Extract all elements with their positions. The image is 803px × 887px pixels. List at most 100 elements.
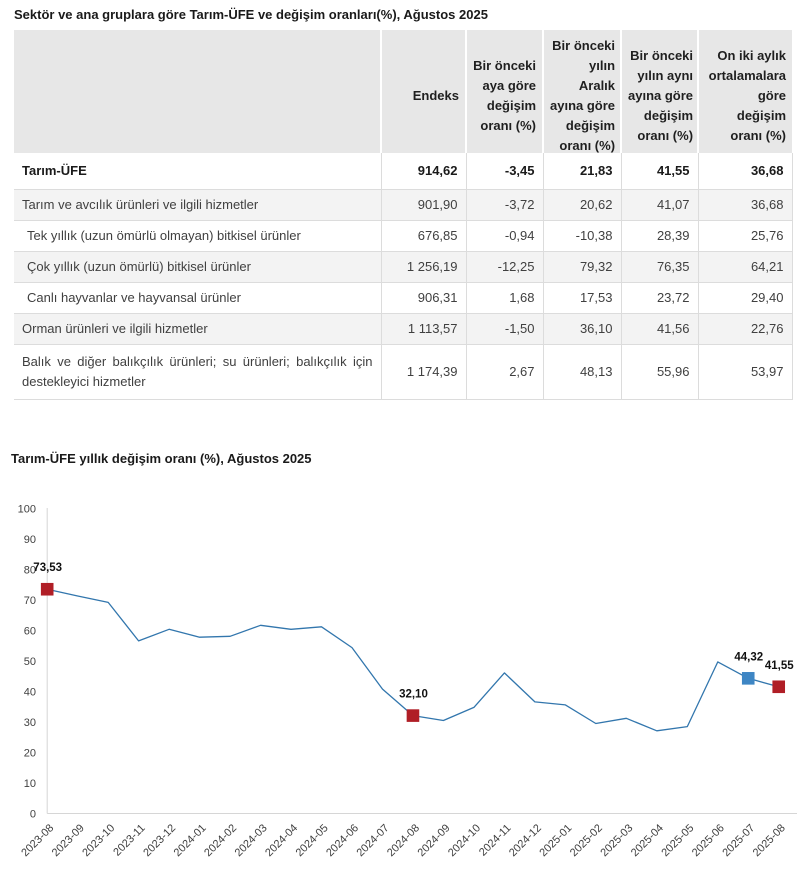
column-header-1: Endeks xyxy=(380,30,466,153)
x-tick-label: 2024-09 xyxy=(416,822,453,859)
row-value-4: 53,97 xyxy=(697,343,793,400)
row-value-2: 79,32 xyxy=(542,250,621,282)
table-row-6: Balık ve diğer balıkçılık ürünleri; su ü… xyxy=(14,343,793,400)
row-value-0: 1 113,57 xyxy=(380,312,466,344)
column-header-4: Bir önceki yılın aynı ayına göre değişim… xyxy=(620,30,698,153)
line-chart: 01020304050607080901002023-082023-092023… xyxy=(18,504,797,859)
marker-2023-08 xyxy=(40,582,54,596)
x-tick-label: 2025-03 xyxy=(598,822,635,859)
y-tick-label: 20 xyxy=(24,748,36,760)
x-tick-label: 2023-10 xyxy=(80,822,117,859)
row-value-2: 20,62 xyxy=(542,188,621,220)
x-tick-label: 2024-06 xyxy=(324,822,361,859)
column-header-text: Bir önceki yılın Aralık ayına göre değiş… xyxy=(550,37,616,153)
x-tick-label: 2024-12 xyxy=(507,822,544,859)
marker-2025-08 xyxy=(772,680,786,694)
table-row-3: Çok yıllık (uzun ömürlü) bitkisel ürünle… xyxy=(14,250,793,282)
x-tick-label: 2024-04 xyxy=(263,822,300,859)
y-tick-label: 80 xyxy=(24,565,36,577)
row-value-0: 906,31 xyxy=(380,281,466,313)
row-value-1: 1,68 xyxy=(465,281,543,313)
row-value-3: 41,56 xyxy=(620,312,698,344)
table-row-4: Canlı hayvanlar ve hayvansal ürünler 906,… xyxy=(14,281,793,313)
row-value-3: 55,96 xyxy=(620,343,698,400)
row-label: Çok yıllık (uzun ömürlü) bitkisel ürünle… xyxy=(14,250,381,282)
x-tick-label: 2025-08 xyxy=(751,822,788,859)
y-tick-label: 90 xyxy=(24,534,36,546)
row-value-3: 41,07 xyxy=(620,188,698,220)
column-header-5: On iki aylık ortalamalara göre değişim o… xyxy=(697,30,792,153)
row-value-2: 36,10 xyxy=(542,312,621,344)
x-tick-label: 2025-04 xyxy=(629,822,666,859)
x-tick-label: 2024-02 xyxy=(202,822,239,859)
table-row-0: Tarım-ÜFE 914,62 -3,45 21,83 41,55 36,68 xyxy=(14,153,793,189)
row-label: Canlı hayvanlar ve hayvansal ürünler xyxy=(14,281,381,313)
x-tick-label: 2025-07 xyxy=(720,822,757,859)
column-header-text: Bir önceki aya göre değişim oranı (%) xyxy=(473,57,536,133)
row-value-4: 22,76 xyxy=(697,312,793,344)
row-value-2: 21,83 xyxy=(542,153,621,189)
row-label: Balık ve diğer balıkçılık ürünleri; su ü… xyxy=(14,343,381,400)
marker-2025-07 xyxy=(741,672,755,685)
marker-label-2025-08: 41,55 xyxy=(765,660,794,672)
row-value-1: -3,45 xyxy=(465,153,543,189)
y-tick-label: 50 xyxy=(24,656,36,668)
x-tick-label: 2025-02 xyxy=(568,822,605,859)
y-tick-label: 60 xyxy=(24,626,36,638)
chart-title: Tarım-ÜFE yıllık değişim oranı (%), Ağus… xyxy=(11,451,312,466)
row-value-3: 76,35 xyxy=(620,250,698,282)
row-value-2: 48,13 xyxy=(542,343,621,400)
table-body: Tarım-ÜFE 914,62 -3,45 21,83 41,55 36,68 Tarım… xyxy=(14,153,793,400)
row-value-1: -0,94 xyxy=(465,219,543,251)
x-tick-label: 2025-05 xyxy=(659,822,696,859)
x-tick-label: 2023-12 xyxy=(141,822,178,859)
column-header-text: Endeks xyxy=(412,87,459,103)
row-value-3: 41,55 xyxy=(620,153,698,189)
agri-ppi-table: Endeks Bir önceki aya göre değişim oranı … xyxy=(14,30,793,400)
column-header-2: Bir önceki aya göre değişim oranı (%) xyxy=(465,30,543,153)
x-tick-label: 2024-10 xyxy=(446,822,483,859)
row-label: Orman ürünleri ve ilgili hizmetler xyxy=(14,312,381,344)
table-header: Endeks Bir önceki aya göre değişim oranı … xyxy=(14,30,792,153)
marker-label-2024-08: 32,10 xyxy=(399,689,428,701)
table-row-5: Orman ürünleri ve ilgili hizmetler 1 113,… xyxy=(14,312,793,344)
column-header-text: On iki aylık ortalamalara göre değişim o… xyxy=(708,47,786,143)
x-tick-label: 2024-05 xyxy=(294,822,331,859)
row-value-2: 17,53 xyxy=(542,281,621,313)
row-value-0: 1 174,39 xyxy=(380,343,466,400)
x-tick-label: 2024-08 xyxy=(385,822,422,859)
column-header-text: Bir önceki yılın aynı ayına göre değişim… xyxy=(628,47,694,143)
table-title: Sektör ve ana gruplara göre Tarım-ÜFE ve… xyxy=(14,7,488,22)
row-value-4: 64,21 xyxy=(697,250,793,282)
y-tick-label: 40 xyxy=(24,687,36,699)
y-tick-label: 70 xyxy=(24,595,36,607)
row-value-1: -12,25 xyxy=(465,250,543,282)
table-header-row: Endeks Bir önceki aya göre değişim oranı … xyxy=(14,30,792,153)
column-header-0 xyxy=(14,30,381,153)
x-tick-label: 2025-01 xyxy=(537,822,574,859)
row-value-0: 1 256,19 xyxy=(380,250,466,282)
row-value-4: 25,76 xyxy=(697,219,793,251)
y-tick-label: 100 xyxy=(18,504,36,516)
x-tick-label: 2024-03 xyxy=(233,822,270,859)
table-row-2: Tek yıllık (uzun ömürlü olmayan) bitkise… xyxy=(14,219,793,251)
x-tick-label: 2025-06 xyxy=(690,822,727,859)
x-tick-label: 2024-01 xyxy=(172,822,209,859)
row-value-1: -3,72 xyxy=(465,188,543,220)
row-value-2: -10,38 xyxy=(542,219,621,251)
row-value-4: 29,40 xyxy=(697,281,793,313)
marker-label-2023-08: 73,53 xyxy=(33,562,62,574)
row-label: Tek yıllık (uzun ömürlü olmayan) bitkise… xyxy=(14,219,381,251)
row-value-4: 36,68 xyxy=(697,188,793,220)
x-tick-label: 2023-08 xyxy=(19,822,56,859)
table-row-1: Tarım ve avcılık ürünleri ve ilgili hizm… xyxy=(14,188,793,220)
row-value-4: 36,68 xyxy=(697,153,793,189)
row-value-1: -1,50 xyxy=(465,312,543,344)
row-value-3: 28,39 xyxy=(620,219,698,251)
row-value-1: 2,67 xyxy=(465,343,543,400)
row-value-0: 914,62 xyxy=(380,153,466,189)
y-tick-label: 10 xyxy=(24,778,36,790)
marker-label-2025-07: 44,32 xyxy=(734,651,763,663)
x-tick-label: 2023-09 xyxy=(50,822,87,859)
